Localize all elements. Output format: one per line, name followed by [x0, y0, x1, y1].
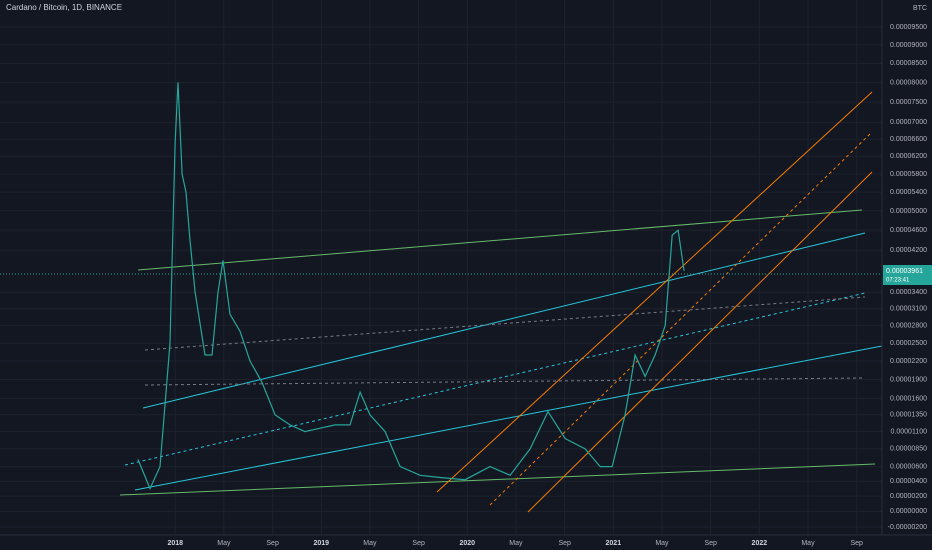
y-tick-label: 0.00005400: [890, 189, 927, 196]
x-tick-label: 2021: [606, 540, 622, 547]
trend-line: [119, 463, 876, 496]
x-tick-label: Sep: [266, 540, 279, 547]
channel-line: [527, 171, 873, 513]
countdown: 07:23:41: [886, 278, 910, 284]
x-tick-label: May: [217, 540, 231, 547]
y-tick-label: 0.00000000: [890, 508, 927, 515]
x-tick-label: 2018: [167, 540, 183, 547]
y-tick-label: 0.00000850: [890, 446, 927, 453]
y-tick-label: 0.00002200: [890, 358, 927, 365]
y-tick-label: 0.00009500: [890, 24, 927, 31]
x-tick-label: Sep: [412, 540, 425, 547]
trend-line: [142, 232, 866, 409]
trend-line: [124, 292, 866, 466]
x-tick-label: Sep: [851, 540, 864, 547]
trend-line: [134, 345, 883, 491]
y-tick-label: -0.00000200: [888, 524, 927, 531]
y-tick-label: 0.00009000: [890, 42, 927, 49]
y-tick-label: 0.00001600: [890, 395, 927, 402]
y-tick-label: 0.00006200: [890, 153, 927, 160]
y-tick-label: 0.00001900: [890, 376, 927, 383]
price-badge: [883, 265, 932, 285]
price-line-series: [137, 82, 685, 491]
y-tick-label: 0.00000400: [890, 478, 927, 485]
x-tick-label: May: [509, 540, 523, 547]
y-tick-label: 0.00005000: [890, 208, 927, 215]
y-tick-label: 0.00001350: [890, 412, 927, 419]
channel-line: [436, 91, 873, 493]
y-tick-label: 0.00000200: [890, 493, 927, 500]
y-unit: BTC: [913, 5, 927, 12]
y-tick-label: 0.00008000: [890, 79, 927, 86]
y-tick-label: 0.00008500: [890, 60, 927, 67]
x-tick-label: 2019: [313, 540, 329, 547]
y-tick-label: 0.00007500: [890, 99, 927, 106]
grid: [0, 0, 882, 535]
x-tick-label: Sep: [558, 540, 571, 547]
trend-line: [144, 296, 866, 351]
trend-line: [137, 209, 863, 271]
y-tick-label: 0.00002500: [890, 340, 927, 347]
y-tick-label: 0.00000600: [890, 463, 927, 470]
y-tick-label: 0.00004600: [890, 227, 927, 234]
price-label: 0.00003961: [886, 268, 923, 275]
drawings: [0, 91, 883, 513]
y-tick-label: 0.00003400: [890, 289, 927, 296]
y-tick-label: 0.00004200: [890, 247, 927, 254]
y-tick-label: 0.00003100: [890, 306, 927, 313]
channel-line: [489, 131, 873, 506]
y-tick-label: 0.00005800: [890, 171, 927, 178]
y-tick-label: 0.00007000: [890, 119, 927, 126]
x-tick-label: 2022: [752, 540, 768, 547]
x-tick-label: May: [801, 540, 815, 547]
chart-title: Cardano / Bitcoin, 1D, BINANCE: [6, 3, 122, 12]
x-tick-label: Sep: [704, 540, 717, 547]
y-tick-label: 0.00006600: [890, 136, 927, 143]
y-tick-label: 0.00001100: [891, 428, 928, 435]
y-tick-label: 0.00002800: [890, 322, 927, 329]
x-tick-label: May: [363, 540, 377, 547]
x-tick-label: 2020: [459, 540, 475, 547]
x-tick-label: May: [655, 540, 669, 547]
